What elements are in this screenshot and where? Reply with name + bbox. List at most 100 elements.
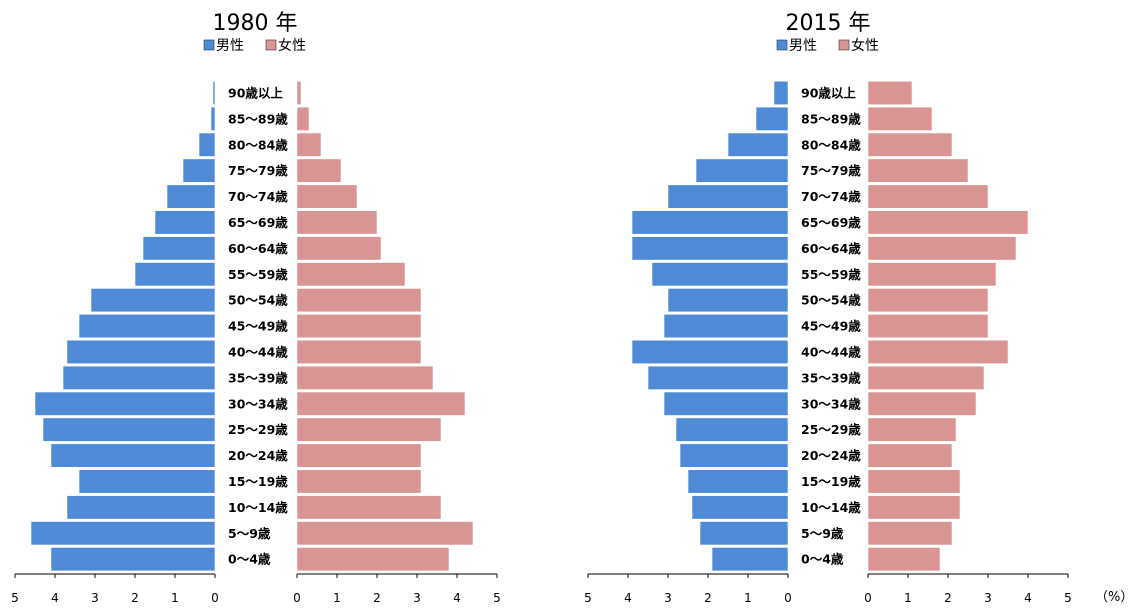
bar-female-12 bbox=[867, 236, 1017, 261]
x-tick-label-right: 1 bbox=[904, 591, 912, 605]
bar-female-10 bbox=[867, 288, 989, 313]
bar-female-7 bbox=[867, 365, 985, 390]
bar-female-5 bbox=[867, 417, 957, 442]
category-label: 20～24歳 bbox=[801, 448, 861, 463]
category-label: 0～4歳 bbox=[801, 552, 844, 567]
x-tick-label-left: 1 bbox=[744, 591, 752, 605]
bar-female-3 bbox=[867, 469, 961, 494]
x-tick-label-left: 4 bbox=[624, 591, 632, 605]
bar-female-12 bbox=[296, 236, 382, 261]
bar-female-18 bbox=[867, 80, 913, 105]
category-label: 40～44歳 bbox=[801, 344, 861, 359]
pyramid-2015: 2015 年男性 女性 0～4歳 5～9歳 10～14歳 15～19歳 20～24歳 25～2… bbox=[584, 11, 1072, 605]
bar-male-2 bbox=[66, 495, 216, 520]
bar-female-15 bbox=[296, 158, 342, 183]
bar-male-18 bbox=[212, 80, 216, 105]
bar-male-12 bbox=[631, 236, 789, 261]
legend: 男性 女性 bbox=[203, 37, 306, 54]
bar-female-6 bbox=[867, 391, 977, 416]
category-label: 65～69歳 bbox=[801, 215, 861, 230]
bar-male-5 bbox=[42, 417, 216, 442]
bar-female-15 bbox=[867, 158, 969, 183]
x-tick-label-right: 5 bbox=[1064, 591, 1072, 605]
category-label: 45～49歳 bbox=[801, 319, 861, 334]
x-tick-label-right: 4 bbox=[1024, 591, 1032, 605]
bar-female-0 bbox=[867, 547, 941, 572]
category-label: 90歳以上 bbox=[228, 85, 283, 100]
bar-male-15 bbox=[695, 158, 789, 183]
bar-male-9 bbox=[663, 313, 789, 339]
bar-male-3 bbox=[78, 469, 216, 494]
bar-female-9 bbox=[867, 313, 989, 339]
bar-female-11 bbox=[296, 262, 406, 287]
category-label: 50～54歳 bbox=[228, 293, 288, 308]
category-label: 85～89歳 bbox=[801, 111, 861, 126]
category-label: 85～89歳 bbox=[228, 111, 288, 126]
bar-female-5 bbox=[296, 417, 442, 442]
bar-female-18 bbox=[296, 80, 302, 105]
legend-label-female: 女性 bbox=[851, 37, 879, 54]
bar-female-4 bbox=[296, 443, 422, 468]
bar-female-2 bbox=[867, 495, 961, 520]
bar-female-7 bbox=[296, 365, 434, 390]
bar-male-6 bbox=[663, 391, 789, 416]
bar-female-17 bbox=[867, 106, 933, 131]
category-label: 0～4歳 bbox=[228, 552, 271, 567]
bar-male-4 bbox=[50, 443, 216, 468]
category-label: 5～9歳 bbox=[228, 526, 271, 541]
bar-male-15 bbox=[182, 158, 216, 183]
bar-male-11 bbox=[651, 262, 789, 287]
bar-male-7 bbox=[62, 365, 216, 390]
bar-male-10 bbox=[667, 288, 789, 313]
bar-female-1 bbox=[296, 521, 474, 546]
bar-female-9 bbox=[296, 313, 422, 339]
bar-male-0 bbox=[50, 547, 216, 572]
bar-female-6 bbox=[296, 391, 466, 416]
bar-female-10 bbox=[296, 288, 422, 313]
bar-female-17 bbox=[296, 106, 310, 131]
bar-male-16 bbox=[198, 132, 216, 157]
category-label: 5～9歳 bbox=[801, 526, 844, 541]
legend-swatch-female bbox=[265, 39, 277, 51]
bar-male-12 bbox=[142, 236, 216, 261]
x-tick-label-right: 3 bbox=[984, 591, 992, 605]
category-label: 45～49歳 bbox=[228, 319, 288, 334]
bar-male-6 bbox=[34, 391, 216, 416]
chart-title: 2015 年 bbox=[786, 11, 871, 36]
bar-male-10 bbox=[90, 288, 216, 313]
bar-male-13 bbox=[631, 210, 789, 235]
category-label: 15～19歳 bbox=[228, 474, 288, 489]
bar-female-14 bbox=[296, 184, 358, 209]
category-label: 70～74歳 bbox=[228, 189, 288, 204]
bar-male-3 bbox=[687, 469, 789, 494]
category-label: 30～34歳 bbox=[801, 396, 861, 411]
legend-label-male: 男性 bbox=[789, 38, 817, 54]
bar-male-9 bbox=[78, 313, 216, 339]
bar-male-2 bbox=[691, 495, 789, 520]
bar-female-2 bbox=[296, 495, 442, 520]
bar-female-16 bbox=[296, 132, 322, 157]
category-label: 35～39歳 bbox=[228, 370, 288, 385]
bar-male-0 bbox=[711, 547, 789, 572]
bar-male-16 bbox=[727, 132, 789, 157]
bar-male-14 bbox=[166, 184, 216, 209]
bar-female-3 bbox=[296, 469, 422, 494]
bar-male-7 bbox=[647, 365, 789, 390]
category-label: 30～34歳 bbox=[228, 396, 288, 411]
x-tick-label-left: 3 bbox=[91, 591, 99, 605]
category-label: 20～24歳 bbox=[228, 448, 288, 463]
x-tick-label-left: 4 bbox=[51, 591, 59, 605]
unit-label: （%） bbox=[1095, 590, 1133, 605]
bar-female-8 bbox=[296, 339, 422, 365]
bar-male-17 bbox=[210, 106, 216, 131]
x-tick-label-right: 3 bbox=[413, 591, 421, 605]
category-label: 70～74歳 bbox=[801, 189, 861, 204]
bar-female-14 bbox=[867, 184, 989, 209]
x-axis: 0 0 1 1 2 2 3 3 4 4 5 5 bbox=[11, 573, 501, 605]
x-tick-label-left: 0 bbox=[211, 591, 219, 605]
bar-female-11 bbox=[867, 262, 997, 287]
bar-male-8 bbox=[631, 339, 789, 365]
bar-male-14 bbox=[667, 184, 789, 209]
x-tick-label-right: 2 bbox=[373, 591, 381, 605]
